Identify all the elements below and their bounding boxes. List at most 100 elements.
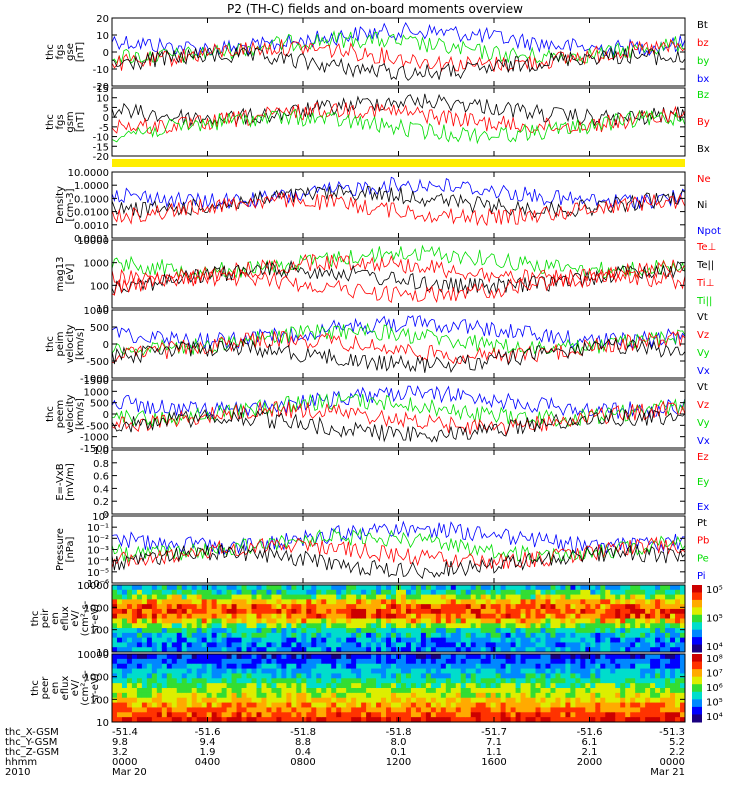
spectrogram-cell xyxy=(615,678,621,684)
spectrogram-cell xyxy=(610,618,616,624)
spectrogram-cell xyxy=(221,688,228,694)
spectrogram-cell xyxy=(221,604,228,610)
spectrogram-cell xyxy=(525,683,532,689)
spectrogram-cell xyxy=(405,647,412,652)
spectrogram-cell xyxy=(415,692,422,699)
spectrogram-cell xyxy=(660,618,666,624)
spectrogram-cell xyxy=(306,673,312,679)
legend-Npot: Npot xyxy=(697,226,721,237)
spectrogram-cell xyxy=(336,688,342,694)
spectrogram-cell xyxy=(610,712,616,718)
spectrogram-cell xyxy=(216,628,223,634)
spectrogram-cell xyxy=(296,594,302,600)
spectrogram-cell xyxy=(186,637,193,644)
spectrogram-cell xyxy=(256,697,263,704)
spectrogram-cell xyxy=(231,642,238,648)
spectrogram-cell xyxy=(131,712,138,718)
spectrogram-cell xyxy=(625,642,631,648)
spectrogram-cell xyxy=(565,604,571,610)
spectrogram-cell xyxy=(560,637,567,644)
spectrogram-cell xyxy=(510,594,517,600)
spectrogram-cell xyxy=(131,717,138,722)
spectrogram-cell xyxy=(271,623,278,629)
spectrogram-cell xyxy=(381,585,387,591)
spectrogram-cell xyxy=(540,654,547,660)
spectrogram-cell xyxy=(306,608,312,615)
footer-row-label: thc_Z-GSM xyxy=(5,747,59,758)
spectrogram-cell xyxy=(121,594,128,600)
spectrogram-cell xyxy=(326,618,332,624)
spectrogram-cell xyxy=(231,692,238,699)
spectrogram-cell xyxy=(610,585,616,591)
spectrogram-cell xyxy=(166,647,173,652)
spectrogram-cell xyxy=(425,692,432,699)
spectrogram-cell xyxy=(121,717,128,722)
spectrogram-cell xyxy=(376,688,382,694)
spectrogram-cell xyxy=(241,623,248,629)
spectrogram-cell xyxy=(281,589,287,596)
spectrogram-cell xyxy=(121,623,128,629)
spectrogram-cell xyxy=(625,623,631,629)
spectrogram-cell xyxy=(560,692,567,699)
spectrogram-cell xyxy=(670,683,676,689)
spectrogram-cell xyxy=(510,658,517,665)
spectrogram-cell xyxy=(261,688,268,694)
spectrogram-cell xyxy=(181,692,188,699)
spectrogram-cell xyxy=(570,697,576,704)
spectrogram-cell xyxy=(535,668,542,675)
spectrogram-cell xyxy=(306,712,312,718)
spectrogram-cell xyxy=(336,585,342,591)
spectrogram-cell xyxy=(530,717,537,722)
y-tick-label: -20 xyxy=(93,82,109,93)
spectrogram-cell xyxy=(381,623,387,629)
spectrogram-cell xyxy=(226,673,233,679)
spectrogram-cell xyxy=(625,717,631,722)
spectrogram-cell xyxy=(356,628,362,634)
spectrogram-cell xyxy=(376,608,382,615)
spectrogram-cell xyxy=(675,618,681,624)
spectrogram xyxy=(112,654,685,722)
spectrogram-cell xyxy=(405,717,412,722)
spectrogram-cell xyxy=(630,688,636,694)
spectrogram-cell xyxy=(470,618,477,624)
spectrogram-cell xyxy=(485,678,492,684)
spectrogram-cell xyxy=(266,599,273,605)
spectrogram-cell xyxy=(226,658,233,665)
spectrogram-cell xyxy=(341,637,347,644)
spectrogram-cell xyxy=(336,702,342,709)
spectrogram-cell xyxy=(181,604,188,610)
spectrogram-cell xyxy=(256,673,263,679)
spectrogram-cell xyxy=(131,628,138,634)
spectrogram-cell xyxy=(121,637,128,644)
spectrogram-cell xyxy=(311,654,317,660)
spectrogram-cell xyxy=(675,599,681,605)
spectrogram-cell xyxy=(545,623,552,629)
spectrogram-cell xyxy=(156,668,163,675)
spectrogram-cell xyxy=(121,702,128,709)
spectrogram-cell xyxy=(595,712,601,718)
spectrogram-cell xyxy=(490,668,497,675)
spectrogram-cell xyxy=(500,692,507,699)
spectrogram-cell xyxy=(226,594,233,600)
spectrogram-cell xyxy=(381,697,387,704)
spectrogram-cell xyxy=(405,599,412,605)
spectrogram-cell xyxy=(316,658,322,665)
spectrogram-cell xyxy=(450,663,457,670)
spectrogram-cell xyxy=(670,594,676,600)
spectrogram-cell xyxy=(376,712,382,718)
spectrogram-cell xyxy=(610,697,616,704)
spectrogram-cell xyxy=(485,637,492,644)
spectrogram-cell xyxy=(470,608,477,615)
spectrogram-cell xyxy=(595,637,601,644)
spectrogram-cell xyxy=(560,673,567,679)
spectrogram-cell xyxy=(241,647,248,652)
spectrogram-cell xyxy=(400,683,407,689)
spectrogram-cell xyxy=(221,613,228,620)
spectrogram-cell xyxy=(261,637,268,644)
spectrogram-cell xyxy=(620,658,626,665)
spectrogram-cell xyxy=(585,623,591,629)
spectrogram-cell xyxy=(680,688,685,694)
spectrogram-cell xyxy=(261,618,268,624)
spectrogram-cell xyxy=(376,697,382,704)
spectrogram-cell xyxy=(126,673,133,679)
